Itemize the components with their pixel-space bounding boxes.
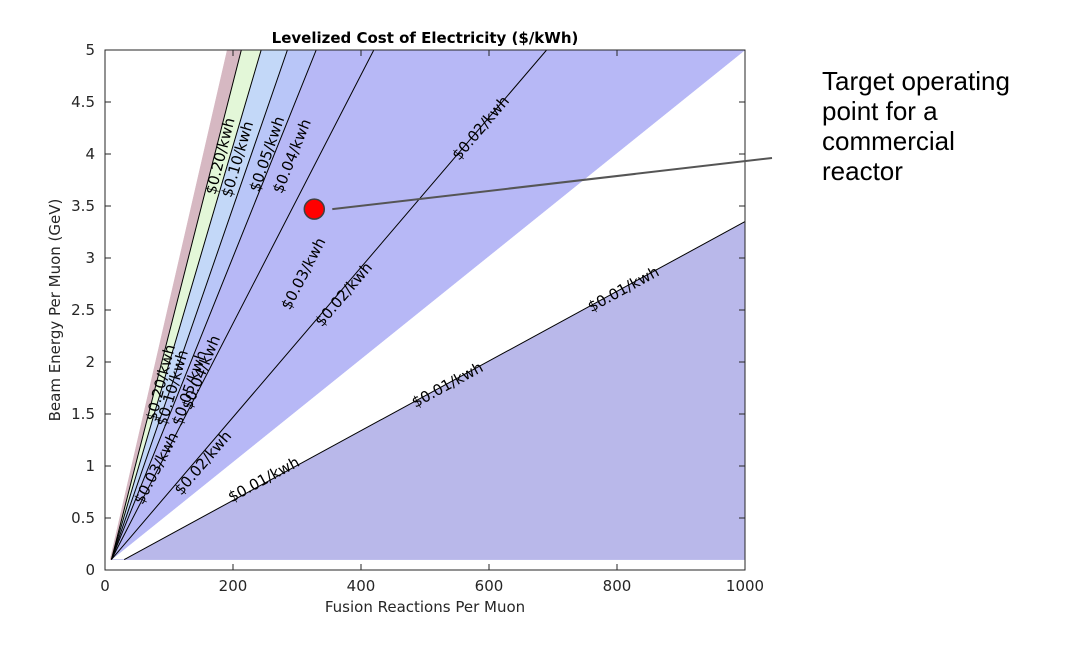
- contour-line: [110, 50, 288, 560]
- contour-line: [110, 50, 375, 560]
- x-tick-label: 600: [475, 577, 504, 595]
- contour-lines: [110, 50, 745, 561]
- axis-tick-labels: 0 200 400 600 800 1000 0 0.5 1 1.5 2 2.5 3 3.5 4 4.5 5: [71, 41, 764, 595]
- annotation-text: Target operating point for a commercial …: [822, 66, 1010, 186]
- x-tick-label: 200: [219, 577, 248, 595]
- annotation-leader-line: [332, 157, 773, 211]
- cost-regions: [109, 50, 745, 561]
- contour-line: [110, 50, 262, 560]
- contour-line: [123, 221, 745, 561]
- target-operating-point-marker: [303, 198, 326, 220]
- chart-title: Levelized Cost of Electricity ($/kWh): [272, 29, 579, 47]
- x-axis-label: Fusion Reactions Per Muon: [325, 598, 525, 616]
- y-tick-label: 4: [85, 145, 95, 163]
- y-tick-label: 2.5: [71, 301, 95, 319]
- x-tick-label: 400: [347, 577, 376, 595]
- contour-line: [110, 50, 242, 560]
- y-tick-label: 2: [85, 353, 95, 371]
- y-tick-label: 1: [85, 457, 95, 475]
- y-axis-label: Beam Energy Per Muon (GeV): [46, 199, 64, 422]
- contour-line: [110, 50, 317, 560]
- y-tick-label: 3: [85, 249, 95, 267]
- x-tick-label: 0: [100, 577, 110, 595]
- y-tick-label: 4.5: [71, 93, 95, 111]
- y-tick-label: 3.5: [71, 197, 95, 215]
- x-tick-label: 1000: [726, 577, 764, 595]
- y-tick-label: 1.5: [71, 405, 95, 423]
- y-tick-label: 5: [85, 41, 95, 59]
- y-tick-label: 0.5: [71, 509, 95, 527]
- x-tick-label: 800: [603, 577, 632, 595]
- axis-ticks: [104, 49, 746, 571]
- contour-line: [111, 50, 547, 560]
- y-tick-label: 0: [85, 561, 95, 579]
